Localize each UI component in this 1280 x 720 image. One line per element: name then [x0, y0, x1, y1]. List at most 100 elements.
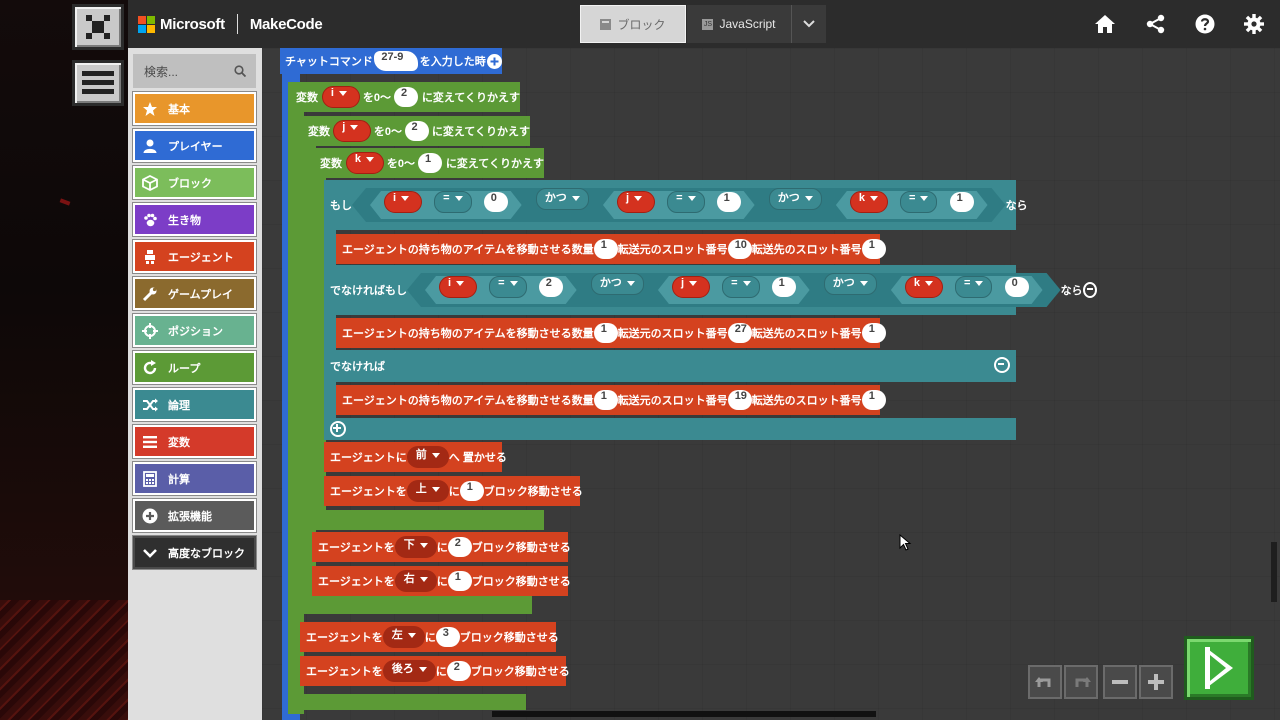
compare-value[interactable]: 1	[772, 277, 796, 297]
operator-dropdown[interactable]: =	[955, 276, 992, 298]
for-loop-i-block[interactable]: 変数 i を0〜 2 に変えてくりかえす	[288, 82, 520, 112]
transfer-item-block[interactable]: エージェントの持ち物のアイテムを移動させる 数量 1 転送元のスロット番号 19…	[336, 385, 886, 415]
category-agent[interactable]: エージェント	[133, 240, 256, 273]
direction-dropdown[interactable]: 前	[406, 446, 449, 468]
and-dropdown[interactable]: かつ	[591, 273, 644, 295]
category-blocks[interactable]: ブロック	[133, 166, 256, 199]
home-button[interactable]	[1093, 12, 1117, 36]
source-slot-input[interactable]: 19	[727, 390, 752, 410]
settings-button[interactable]	[1242, 12, 1266, 36]
agent-move-block[interactable]: エージェントを 上 に 1 ブロック移動させる	[324, 476, 583, 506]
var-dropdown-i[interactable]: i	[439, 276, 477, 298]
menu-button[interactable]	[72, 60, 124, 106]
agent-move-block[interactable]: エージェントを 下 に 2 ブロック移動させる	[312, 532, 571, 562]
compare-value[interactable]: 0	[1005, 277, 1029, 297]
and-condition[interactable]: i = 0 かつ j = 1 かつ k =	[352, 188, 1006, 222]
transfer-item-block[interactable]: エージェントの持ち物のアイテムを移動させる 数量 1 転送元のスロット番号 27…	[336, 318, 886, 348]
and-dropdown[interactable]: かつ	[536, 188, 589, 210]
category-logic[interactable]: 論理	[133, 388, 256, 421]
quantity-input[interactable]: 1	[593, 323, 618, 343]
compare-i[interactable]: i = 0	[370, 191, 522, 219]
search-input[interactable]: 検索...	[133, 54, 256, 88]
direction-dropdown[interactable]: 後ろ	[382, 660, 436, 682]
compare-k[interactable]: k = 1	[836, 191, 988, 219]
direction-dropdown[interactable]: 右	[394, 570, 437, 592]
agent-move-block[interactable]: エージェントを 左 に 3 ブロック移動させる	[300, 622, 559, 652]
and-dropdown[interactable]: かつ	[769, 188, 822, 210]
category-math[interactable]: 計算	[133, 462, 256, 495]
help-button[interactable]	[1193, 12, 1217, 36]
category-positions[interactable]: ポジション	[133, 314, 256, 347]
destination-slot-input[interactable]: 1	[861, 323, 886, 343]
category-variables[interactable]: 変数	[133, 425, 256, 458]
horizontal-scrollbar[interactable]	[492, 711, 876, 717]
var-dropdown-k[interactable]: k	[905, 276, 943, 298]
share-button[interactable]	[1144, 12, 1168, 36]
operator-dropdown[interactable]: =	[900, 191, 937, 213]
category-loops[interactable]: ループ	[133, 351, 256, 384]
var-dropdown-j[interactable]: j	[672, 276, 710, 298]
zoom-out-button[interactable]	[1103, 665, 1137, 699]
compare-value[interactable]: 0	[484, 192, 508, 212]
else-row[interactable]: でなければ	[324, 350, 1016, 382]
close-button[interactable]	[72, 4, 124, 50]
loop-end-input[interactable]: 2	[393, 87, 418, 107]
direction-dropdown[interactable]: 左	[382, 626, 425, 648]
agent-move-block[interactable]: エージェントを 後ろ に 2 ブロック移動させる	[300, 656, 570, 686]
undo-button[interactable]	[1028, 665, 1062, 699]
tab-blocks[interactable]: ブロック	[580, 5, 686, 43]
direction-dropdown[interactable]: 下	[394, 536, 437, 558]
category-gameplay[interactable]: ゲームプレイ	[133, 277, 256, 310]
var-dropdown-j[interactable]: j	[333, 120, 372, 142]
tab-dropdown-button[interactable]	[791, 5, 826, 43]
category-extensions[interactable]: 拡張機能	[133, 499, 256, 532]
source-slot-input[interactable]: 27	[727, 323, 752, 343]
for-loop-j-block[interactable]: 変数 j を0〜 2 に変えてくりかえす	[300, 116, 530, 146]
zoom-in-button[interactable]	[1139, 665, 1173, 699]
for-loop-k-block[interactable]: 変数 k を0〜 1 に変えてくりかえす	[312, 148, 544, 178]
category-advanced[interactable]: 高度なブロック	[133, 536, 256, 569]
compare-value[interactable]: 2	[539, 277, 563, 297]
compare-j[interactable]: j = 1	[603, 191, 755, 219]
move-distance-input[interactable]: 2	[446, 661, 471, 681]
destination-slot-input[interactable]: 1	[861, 239, 886, 259]
logo[interactable]: Microsoft MakeCode	[138, 14, 323, 34]
add-parameter-button[interactable]	[487, 53, 503, 69]
loop-end-input[interactable]: 1	[417, 153, 442, 173]
move-distance-input[interactable]: 2	[447, 537, 472, 557]
var-dropdown-k[interactable]: k	[850, 191, 888, 213]
and-dropdown[interactable]: かつ	[824, 273, 877, 295]
category-player[interactable]: プレイヤー	[133, 129, 256, 162]
loop-end-input[interactable]: 2	[404, 121, 429, 141]
operator-dropdown[interactable]: =	[489, 276, 526, 298]
quantity-input[interactable]: 1	[593, 239, 618, 259]
chat-command-block[interactable]: チャットコマンド 27-9 を入力した時	[280, 48, 503, 74]
add-else-if-button[interactable]	[330, 421, 346, 437]
direction-dropdown[interactable]: 上	[406, 480, 449, 502]
redo-button[interactable]	[1064, 665, 1098, 699]
move-distance-input[interactable]: 1	[447, 571, 472, 591]
source-slot-input[interactable]: 10	[727, 239, 752, 259]
agent-place-block[interactable]: エージェントに 前 へ 置かせる	[324, 442, 507, 472]
remove-else-if-button[interactable]	[1082, 282, 1097, 298]
var-dropdown-k[interactable]: k	[345, 152, 384, 174]
if-condition-row[interactable]: もし i = 0 かつ j = 1 かつ k	[324, 180, 1028, 230]
else-if-row[interactable]: でなければもし i = 2 かつ j = 1 かつ	[324, 265, 1097, 315]
compare-j[interactable]: j = 1	[658, 276, 810, 304]
transfer-item-block[interactable]: エージェントの持ち物のアイテムを移動させる 数量 1 転送元のスロット番号 10…	[336, 234, 886, 264]
operator-dropdown[interactable]: =	[722, 276, 759, 298]
compare-i[interactable]: i = 2	[425, 276, 577, 304]
chat-command-input[interactable]: 27-9	[374, 51, 419, 71]
quantity-input[interactable]: 1	[593, 390, 618, 410]
agent-move-block[interactable]: エージェントを 右 に 1 ブロック移動させる	[312, 566, 571, 596]
and-condition[interactable]: i = 2 かつ j = 1 かつ k =	[407, 273, 1061, 307]
var-dropdown-j[interactable]: j	[617, 191, 655, 213]
var-dropdown-i[interactable]: i	[384, 191, 422, 213]
category-basic[interactable]: 基本	[133, 92, 256, 125]
destination-slot-input[interactable]: 1	[861, 390, 886, 410]
run-button[interactable]	[1184, 636, 1254, 700]
operator-dropdown[interactable]: =	[667, 191, 704, 213]
blocks-workspace[interactable]: チャットコマンド 27-9 を入力した時 変数 i を0〜 2 に変えてくりかえ…	[262, 48, 1280, 720]
move-distance-input[interactable]: 3	[435, 627, 460, 647]
tab-javascript[interactable]: JS JavaScript	[687, 5, 791, 43]
